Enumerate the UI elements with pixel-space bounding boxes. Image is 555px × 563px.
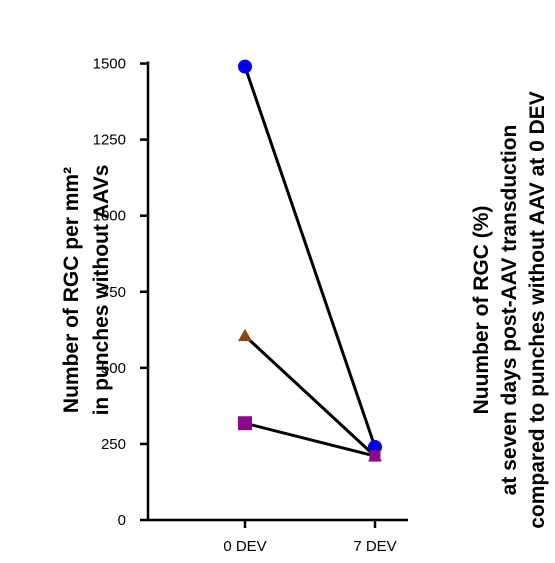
y-axis: 0 250 500 750 1000 1250 1500: [93, 56, 150, 529]
y-tick-label: 250: [101, 436, 126, 453]
y-tick-label: 500: [101, 360, 126, 377]
right-axis-title: Nuumber of RGC (%) at seven days post-AAV…: [470, 91, 549, 529]
y-tick-label: 750: [101, 284, 126, 301]
y-tick-label: 1000: [93, 208, 126, 225]
series-2-point: [238, 328, 252, 342]
series-3-point: [238, 416, 252, 431]
series-line-3: [244, 421, 376, 458]
right-axis-title-line: compared to punches without AAV at 0 DEV: [526, 91, 549, 529]
series-3-point: [369, 450, 381, 462]
x-tick-label: 7 DEV: [353, 538, 396, 555]
series-line-2: [243, 334, 377, 458]
y-tick-label: 1500: [93, 56, 126, 73]
right-axis-title-line: at seven days post-AAV transduction: [498, 125, 521, 496]
x-tick-label: 0 DEV: [223, 538, 266, 555]
series-group: [238, 59, 382, 462]
y-tick-label: 1250: [93, 132, 126, 149]
series-1-point: [238, 59, 252, 74]
series-line-1: [243, 66, 377, 448]
y-tick-label: 0: [118, 512, 126, 529]
series-1-point: [368, 439, 382, 454]
x-axis: 0 DEV 7 DEV: [147, 518, 408, 555]
y-axis-title: Number of RGC per mm² in punches without …: [60, 165, 113, 416]
y-axis-title-line: Number of RGC per mm²: [60, 167, 83, 413]
y-axis-title-line: in punches without AAVs: [90, 165, 113, 416]
right-axis-title-line: Nuumber of RGC (%): [470, 206, 493, 415]
